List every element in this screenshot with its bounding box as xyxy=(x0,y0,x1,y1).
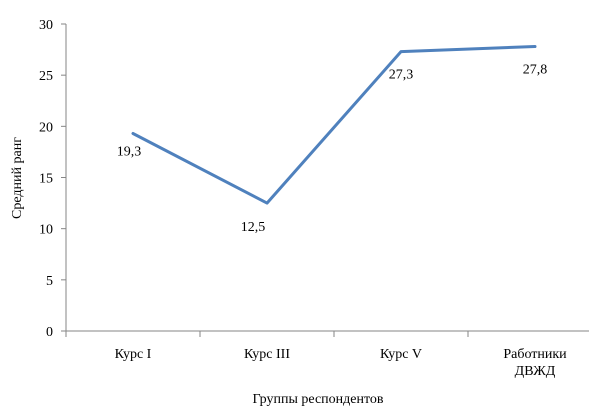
y-tick-label: 0 xyxy=(46,325,53,340)
y-tick-label: 15 xyxy=(39,172,53,187)
y-tick-label: 10 xyxy=(39,223,53,238)
y-tick-label: 30 xyxy=(39,18,53,33)
series-group xyxy=(131,45,537,205)
y-tick-label: 5 xyxy=(46,274,53,289)
x-tick-label: Курс I xyxy=(115,347,152,362)
x-axis-ticks: Курс I Курс III Курс V Работники ДВЖД xyxy=(65,331,567,379)
x-tick-label: Курс V xyxy=(380,347,422,362)
series-line xyxy=(131,45,537,205)
x-axis-title: Группы респондентов xyxy=(252,392,383,407)
x-tick-label: Работники ДВЖД xyxy=(503,347,567,379)
y-tick-label: 25 xyxy=(39,69,53,84)
x-tick-label: Курс III xyxy=(244,347,290,362)
data-labels: 19,3 12,5 27,3 27,8 xyxy=(117,63,548,236)
data-label: 27,8 xyxy=(523,63,548,78)
y-tick-label: 20 xyxy=(39,120,53,135)
data-label: 19,3 xyxy=(117,144,142,159)
y-axis-title: Средний ранг xyxy=(10,137,25,219)
data-label: 12,5 xyxy=(241,220,266,235)
y-axis-ticks: 0 5 10 15 20 25 30 xyxy=(39,18,66,340)
data-label: 27,3 xyxy=(389,68,414,83)
